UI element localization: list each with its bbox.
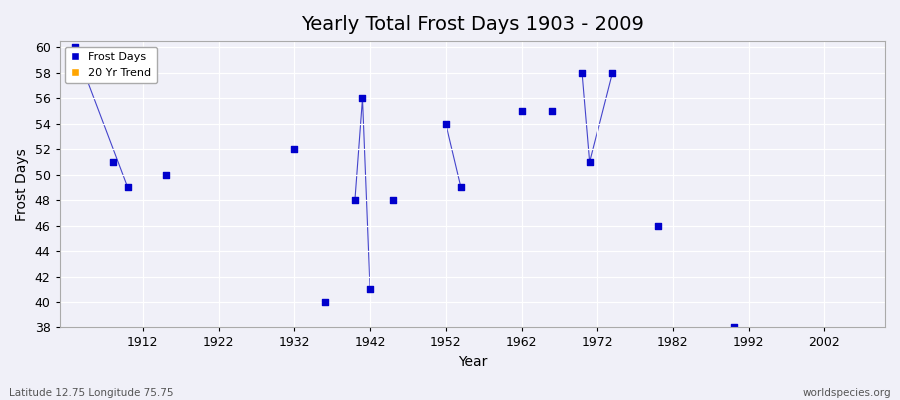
Point	[158, 172, 173, 178]
Text: Latitude 12.75 Longitude 75.75: Latitude 12.75 Longitude 75.75	[9, 388, 174, 398]
Point	[385, 197, 400, 203]
X-axis label: Year: Year	[457, 355, 487, 369]
Point	[121, 184, 135, 191]
Point	[438, 121, 453, 127]
Point	[105, 159, 120, 165]
Point	[726, 324, 741, 331]
Point	[651, 222, 665, 229]
Point	[287, 146, 302, 152]
Title: Yearly Total Frost Days 1903 - 2009: Yearly Total Frost Days 1903 - 2009	[301, 15, 644, 34]
Point	[582, 159, 597, 165]
Point	[363, 286, 377, 292]
Point	[318, 299, 332, 305]
Point	[454, 184, 468, 191]
Point	[575, 70, 590, 76]
Legend: Frost Days, 20 Yr Trend: Frost Days, 20 Yr Trend	[65, 47, 158, 83]
Point	[347, 197, 362, 203]
Point	[514, 108, 528, 114]
Point	[356, 95, 370, 102]
Y-axis label: Frost Days: Frost Days	[15, 148, 29, 221]
Point	[544, 108, 559, 114]
Text: worldspecies.org: worldspecies.org	[803, 388, 891, 398]
Point	[605, 70, 619, 76]
Point	[68, 44, 82, 51]
